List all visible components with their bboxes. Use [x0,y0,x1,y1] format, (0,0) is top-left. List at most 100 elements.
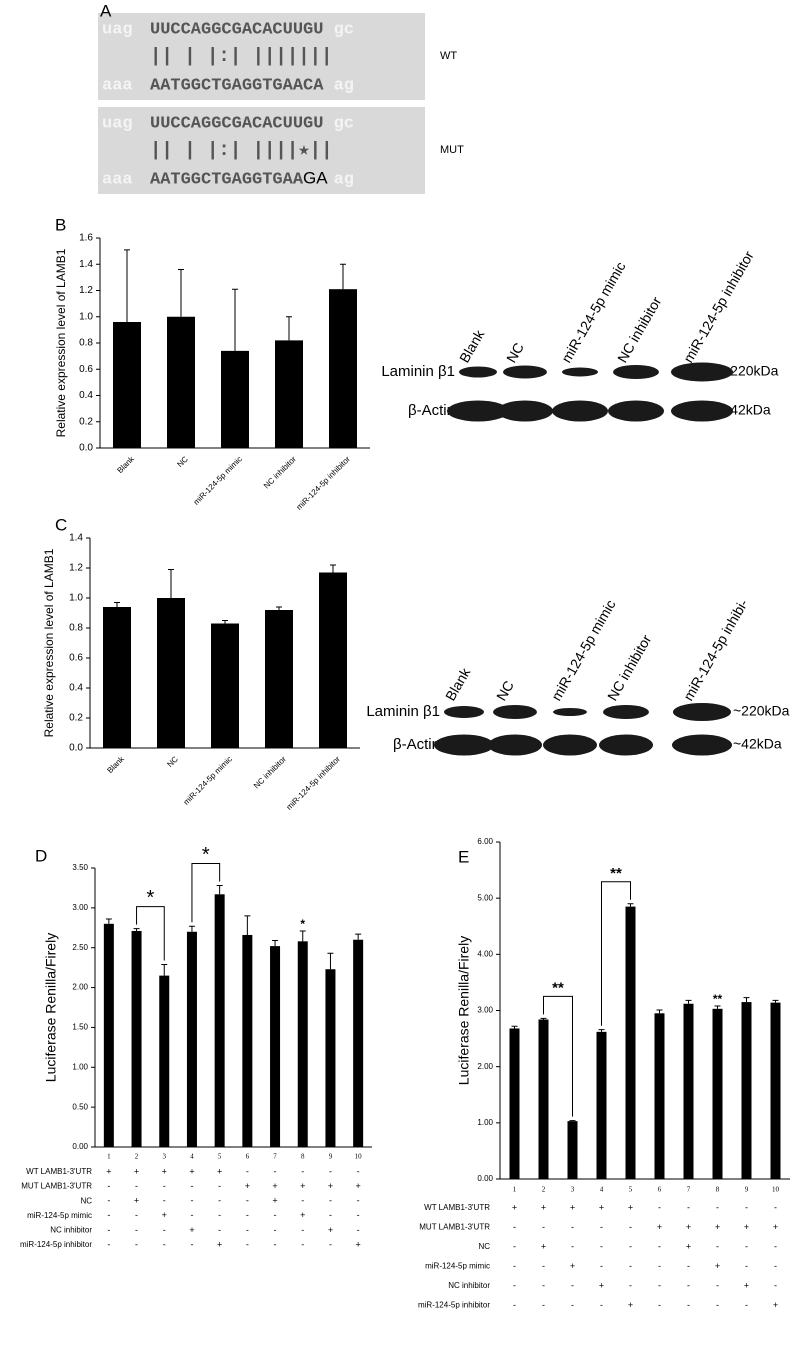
condition-mark: - [745,1241,748,1251]
mirna-sequence: AATGGCTGAGGTGAA [150,170,304,189]
condition-label: miR-124-5p inhibitor [418,1301,490,1310]
condition-mark: + [628,1202,633,1212]
significance-bracket [543,995,573,1117]
y-axis-label: Luciferase Renilla/Firely [43,933,59,1082]
condition-mark: - [716,1202,719,1212]
significance-label: ** [610,865,622,882]
blot-band [553,708,587,716]
condition-mark: - [542,1300,545,1310]
blot-band [503,365,547,379]
condition-mark: - [542,1261,545,1271]
bar [329,289,357,448]
error-bar [124,249,130,322]
condition-mark: + [715,1261,720,1271]
condition-mark: - [542,1222,545,1232]
y-axis-label: Relative expression level of LAMB1 [42,548,56,737]
error-bar [188,925,195,932]
condition-mark: + [356,1181,361,1191]
condition-label: WT LAMB1-3'UTR [424,1203,490,1212]
condition-mark: - [246,1196,249,1206]
condition-mark: - [246,1239,249,1249]
condition-mark: - [357,1210,360,1220]
y-axis-label: Luciferase Renilla/Firely [456,936,472,1085]
condition-mark: - [218,1225,221,1235]
bar [211,623,239,748]
y-tick-label: 0.4 [69,683,83,694]
error-bar [569,1120,576,1122]
panel-label: E [458,847,469,866]
x-tick-label: Blank [105,754,126,775]
condition-mark: - [190,1210,193,1220]
condition-mark: + [245,1181,250,1191]
condition-mark: - [190,1181,193,1191]
bar [157,598,185,748]
condition-mark: - [716,1241,719,1251]
error-bar [330,564,336,573]
y-tick-label: 3.00 [72,903,88,912]
condition-mark: + [541,1241,546,1251]
condition-mark: - [274,1166,277,1176]
condition-mark: - [135,1181,138,1191]
x-tick-label: 6 [246,1153,250,1161]
condition-mark: + [328,1225,333,1235]
y-tick-label: 0.4 [79,390,93,401]
condition-mark: - [107,1181,110,1191]
mirna-sequence: AATGGCTGAGGTGAACA [150,76,324,95]
y-tick-label: 1.0 [69,593,83,604]
condition-mark: - [218,1181,221,1191]
condition-mark: + [300,1210,305,1220]
condition-mark: + [328,1181,333,1191]
pairing: || | |:| ||||||| [150,45,332,67]
significance-label: ** [713,992,723,1006]
condition-mark: - [629,1241,632,1251]
significance-bracket [601,881,631,1026]
condition-mark: - [513,1280,516,1290]
flank: gc [334,20,354,39]
error-bar [222,620,228,624]
condition-mark: - [600,1261,603,1271]
error-bar [598,1029,605,1032]
blot-band [434,734,494,756]
condition-mark: + [715,1222,720,1232]
panel-label: C [55,515,67,534]
x-tick-label: 1 [107,1153,111,1161]
x-tick-label: Blank [115,454,136,475]
bar [567,1121,578,1179]
condition-mark: - [716,1300,719,1310]
y-tick-label: 5.00 [477,893,493,902]
size-label: ~42kDa [722,402,771,418]
x-tick-label: miR-124-5p inhibitor [295,454,353,512]
lane-label: miR-124-5p inhibi- [680,596,751,703]
condition-mark: - [600,1222,603,1232]
blot-band [671,362,733,382]
condition-mark: - [329,1196,332,1206]
x-tick-label: 3 [163,1153,167,1161]
condition-mark: - [246,1210,249,1220]
condition-mark: - [163,1181,166,1191]
condition-label: miR-124-5p mimic [27,1211,92,1220]
bar [741,1002,752,1179]
condition-mark: - [301,1196,304,1206]
condition-mark: - [107,1225,110,1235]
condition-mark: + [686,1222,691,1232]
lane-label: miR-124-5p inhibitor [680,248,757,365]
target-sequence: UUCCAGGCGACACUUGU [150,114,323,133]
condition-mark: - [274,1225,277,1235]
condition-mark: - [246,1166,249,1176]
condition-mark: - [107,1196,110,1206]
condition-mark: + [773,1222,778,1232]
lane-label: Blank [442,664,474,703]
error-bar [355,933,362,940]
error-bar [168,569,174,598]
bar [167,316,195,448]
condition-mark: - [687,1261,690,1271]
condition-mark: - [135,1210,138,1220]
y-tick-label: 0.00 [477,1174,493,1183]
condition-mark: - [542,1280,545,1290]
condition-mark: - [329,1210,332,1220]
y-tick-label: 3.50 [72,863,88,872]
condition-mark: - [629,1261,632,1271]
x-tick-label: NC inhibitor [252,754,288,790]
x-tick-label: 9 [329,1153,333,1161]
condition-mark: + [744,1222,749,1232]
